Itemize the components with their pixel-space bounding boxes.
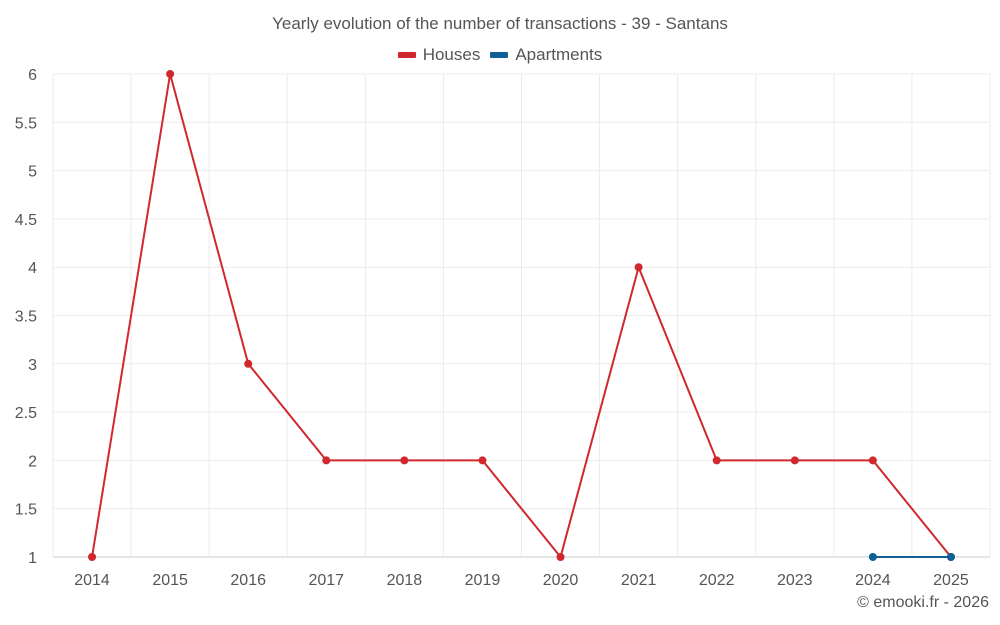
- data-point-houses: [712, 456, 721, 465]
- y-tick-label: 2: [28, 453, 37, 470]
- data-point-apartments: [868, 553, 877, 561]
- legend: Houses Apartments: [0, 45, 1000, 65]
- y-tick-label: 3.5: [15, 309, 37, 326]
- legend-label-houses: Houses: [422, 45, 481, 64]
- copyright: © emooki.fr - 2026: [857, 594, 989, 611]
- legend-swatch-houses: [397, 52, 416, 58]
- x-tick-label: 2022: [699, 572, 735, 589]
- x-tick-label: 2021: [621, 572, 657, 589]
- data-point-houses: [166, 70, 175, 78]
- x-tick-label: 2023: [777, 572, 813, 589]
- data-point-houses: [790, 456, 799, 465]
- x-tick-label: 2014: [74, 572, 110, 589]
- x-tick-label: 2015: [152, 572, 188, 589]
- x-tick-label: 2020: [543, 572, 579, 589]
- data-point-houses: [88, 553, 97, 561]
- data-point-houses: [244, 359, 253, 368]
- x-tick-label: 2017: [308, 572, 344, 589]
- legend-swatch-apartments: [490, 52, 509, 58]
- y-tick-label: 6: [28, 67, 37, 84]
- x-tick-label: 2016: [230, 572, 266, 589]
- x-tick-label: 2018: [387, 572, 423, 589]
- data-point-houses: [556, 553, 565, 561]
- y-tick-label: 1: [28, 550, 37, 567]
- data-point-houses: [634, 263, 643, 272]
- legend-item-houses[interactable]: Houses: [397, 45, 481, 65]
- y-tick-label: 5: [28, 164, 37, 181]
- x-tick-label: 2019: [465, 572, 501, 589]
- x-tick-label: 2024: [855, 572, 891, 589]
- chart-title: Yearly evolution of the number of transa…: [272, 14, 728, 33]
- y-tick-label: 2.5: [15, 405, 37, 422]
- y-tick-label: 3: [28, 357, 37, 374]
- data-point-apartments: [946, 553, 955, 561]
- y-tick-label: 5.5: [15, 115, 37, 132]
- data-point-houses: [478, 456, 487, 465]
- data-point-houses: [322, 456, 331, 465]
- y-tick-label: 1.5: [15, 502, 37, 519]
- legend-label-apartments: Apartments: [515, 45, 603, 64]
- x-tick-label: 2025: [933, 572, 969, 589]
- data-point-houses: [868, 456, 877, 465]
- legend-item-apartments[interactable]: Apartments: [490, 45, 602, 65]
- y-tick-label: 4: [28, 260, 37, 277]
- series-line-houses: [91, 73, 952, 558]
- data-point-houses: [400, 456, 409, 465]
- y-tick-label: 4.5: [15, 212, 37, 229]
